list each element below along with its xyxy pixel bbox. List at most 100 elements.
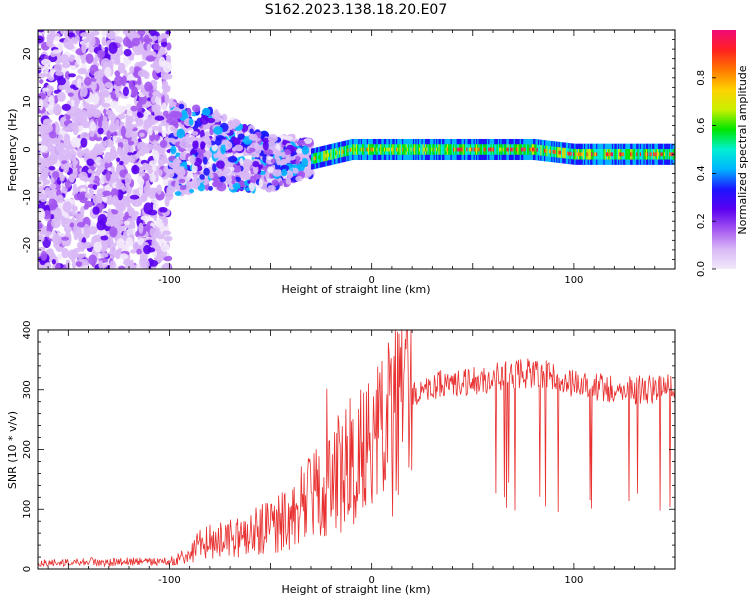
spectrogram-x-tick-label: -100 <box>158 275 181 286</box>
spectrogram-cell <box>422 147 425 152</box>
spectrogram-cell <box>113 222 121 229</box>
spectrogram-cell <box>355 147 359 152</box>
spectrogram-cell <box>131 37 141 47</box>
spectrogram-cell <box>643 149 646 160</box>
spectrogram-cell <box>660 152 663 157</box>
spectrogram-cell <box>564 147 567 159</box>
spectrogram-cell <box>121 75 127 87</box>
spectrogram-cell <box>38 180 44 187</box>
spectrogram-cell <box>239 171 250 179</box>
spectrogram-cell <box>628 149 632 160</box>
spectrogram-cell <box>503 144 507 155</box>
spectrogram-cell <box>534 147 537 152</box>
spectrogram-cell <box>473 147 476 152</box>
spectrogram-cell <box>120 149 127 157</box>
spectrogram-cell <box>363 147 366 152</box>
spectrogram-cell <box>126 207 136 217</box>
snr-y-tick-label: 0 <box>22 566 33 572</box>
spectrogram-cell <box>346 145 349 157</box>
spectrogram-cell <box>366 147 370 152</box>
spectrogram-cell <box>55 123 60 135</box>
spectrogram-cell <box>340 146 343 158</box>
spectrogram-cell <box>139 132 145 138</box>
spectrogram-cell <box>418 147 422 152</box>
spectrogram-cell <box>201 107 211 117</box>
spectrogram-cell <box>489 147 492 152</box>
spectrogram-frame <box>37 29 676 270</box>
spectrogram-cell <box>482 144 485 155</box>
spectrogram-cell <box>92 92 100 105</box>
spectrogram-cell <box>332 148 336 160</box>
spectrogram-cell <box>55 142 63 153</box>
spectrogram-cell <box>67 122 77 132</box>
spectrogram-cell <box>556 146 559 158</box>
spectrogram-cell <box>211 143 218 152</box>
spectrogram-cell <box>563 147 566 159</box>
spectrogram-cell <box>142 146 151 154</box>
spectrogram-cell <box>39 193 48 203</box>
spectrogram-cell <box>84 148 90 156</box>
spectrogram-cell <box>594 152 598 157</box>
spectrogram-cell <box>459 147 462 152</box>
spectrogram-cell <box>51 123 57 134</box>
spectrogram-cell <box>131 33 141 39</box>
spectrogram-y-tick-label: 10 <box>22 95 33 108</box>
spectrogram-cell <box>145 55 156 62</box>
spectrogram-cell <box>278 180 283 187</box>
spectrogram-cell <box>154 115 165 121</box>
spectrogram-cell <box>65 114 71 121</box>
spectrogram-cell <box>536 147 539 152</box>
spectrogram-cell <box>230 166 235 172</box>
spectrogram-cell <box>559 150 562 155</box>
spectrogram-x-label: Height of straight line (km) <box>281 283 430 296</box>
spectrogram-cell <box>74 99 79 109</box>
spectrogram-cell <box>349 147 353 152</box>
spectrogram-cell <box>364 144 367 155</box>
spectrogram-cell <box>54 36 61 42</box>
spectrogram-cell <box>325 153 328 158</box>
spectrogram-cell <box>61 216 67 228</box>
spectrogram-cell <box>136 263 141 269</box>
spectrogram-cell <box>152 201 159 213</box>
spectrogram-cell <box>122 86 129 97</box>
colorbar-tick-label: 0.2 <box>696 213 707 229</box>
spectrogram-cell <box>43 63 49 74</box>
spectrogram-cell <box>138 170 146 177</box>
spectrogram-cell <box>323 150 326 162</box>
spectrogram-cell <box>478 147 481 152</box>
spectrogram-cell <box>499 147 502 152</box>
spectrogram-x-ticks: -100 0 100 <box>47 30 676 286</box>
spectrogram-cell <box>71 205 78 212</box>
spectrogram-cell <box>330 149 333 160</box>
spectrogram-cell <box>67 32 76 38</box>
spectrogram-cell <box>156 233 166 240</box>
spectrogram-cell <box>161 84 171 91</box>
spectrogram-cell <box>101 36 107 47</box>
spectrogram-cell <box>104 139 115 148</box>
spectrogram-cell <box>92 184 98 191</box>
spectrogram-cell <box>280 168 288 177</box>
spectrogram-cell <box>107 250 117 258</box>
spectrogram-cell <box>610 152 613 157</box>
spectrogram-cell <box>636 152 639 157</box>
spectrogram-cell <box>285 177 292 185</box>
spectrogram-cell <box>244 131 250 137</box>
spectrogram-cell <box>132 165 138 173</box>
spectrogram-cell <box>164 235 173 242</box>
spectrogram-cell <box>175 184 181 190</box>
spectrogram-y-ticks: 20 10 0 -10 -20 <box>22 29 675 270</box>
spectrogram-cell <box>241 163 251 172</box>
spectrogram-cell <box>624 149 627 160</box>
colorbar-ticks: 0.0 0.2 0.4 0.6 0.8 <box>696 70 716 277</box>
spectrogram-cell <box>530 147 533 152</box>
spectrogram-cell <box>57 91 66 102</box>
spectrogram-cell <box>123 56 129 63</box>
spectrogram-cell <box>469 147 473 152</box>
spectrogram-cell <box>113 36 124 45</box>
spectrogram-cell <box>474 147 477 152</box>
spectrogram-cell <box>103 120 109 130</box>
spectrogram-cell <box>607 152 610 157</box>
spectrogram-cell <box>130 154 140 160</box>
spectrogram-cell <box>59 30 65 35</box>
